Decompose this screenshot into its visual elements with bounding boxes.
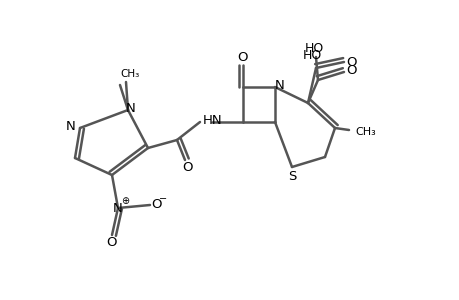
Text: HN: HN	[202, 113, 222, 127]
Text: −: −	[159, 194, 167, 204]
Text: N: N	[126, 101, 135, 115]
Text: HO: HO	[302, 49, 321, 62]
Text: N: N	[113, 202, 123, 214]
Text: S: S	[287, 169, 296, 182]
Text: O: O	[182, 160, 193, 173]
Text: ⊕: ⊕	[121, 196, 129, 206]
Text: O: O	[237, 50, 248, 64]
Text: CH₃: CH₃	[120, 69, 140, 79]
Text: N: N	[66, 119, 76, 133]
Text: N: N	[274, 79, 284, 92]
Text: O: O	[346, 56, 357, 68]
Text: O: O	[151, 199, 162, 212]
Text: O: O	[106, 236, 117, 250]
Text: O: O	[346, 64, 357, 76]
Text: HO: HO	[304, 41, 323, 55]
Text: CH₃: CH₃	[354, 127, 375, 137]
